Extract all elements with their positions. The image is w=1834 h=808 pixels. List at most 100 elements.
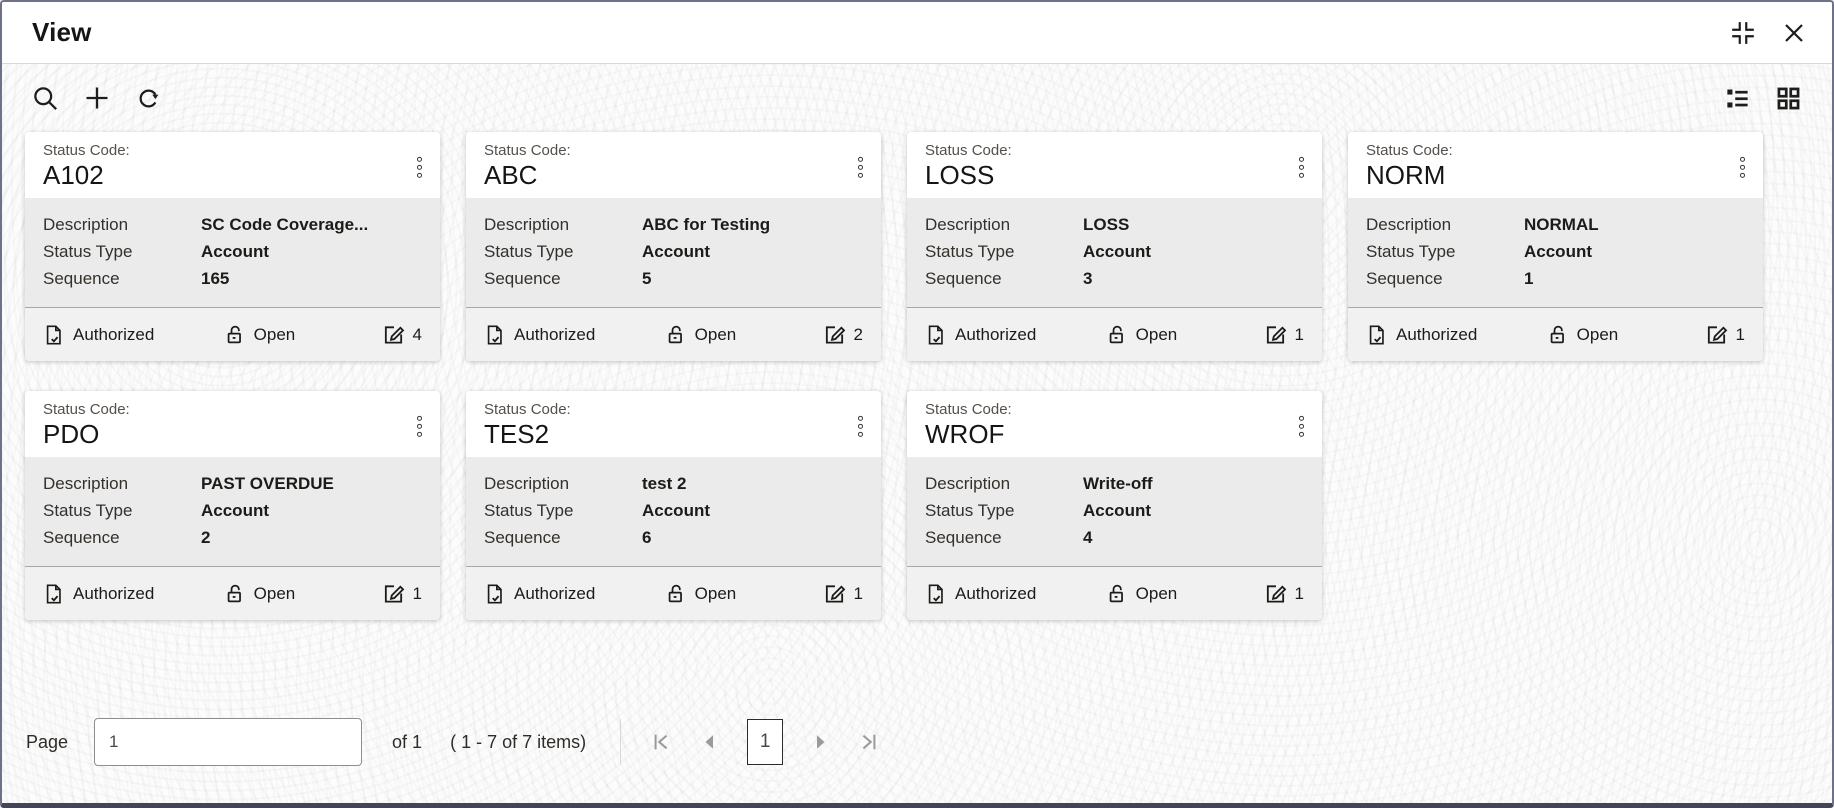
add-icon[interactable]	[83, 84, 111, 112]
refresh-icon[interactable]	[135, 85, 162, 112]
sequence-label: Sequence	[43, 528, 120, 547]
description-label: Description	[925, 474, 1011, 493]
open-lock-icon	[1106, 583, 1128, 605]
page-of-text: of 1	[392, 731, 423, 752]
authorized-label: Authorized	[514, 324, 596, 344]
status-type-value: Account	[1083, 242, 1151, 261]
search-icon[interactable]	[32, 85, 59, 112]
open-lock-icon	[224, 583, 246, 605]
status-code-value: ABC	[484, 160, 538, 190]
status-code-value: PDO	[43, 419, 100, 449]
edit-icon	[823, 323, 846, 346]
authorization-status: Authorized	[43, 583, 224, 605]
collapse-icon[interactable]	[1730, 20, 1756, 46]
status-code-label: Status Code:	[925, 401, 1012, 418]
modification-count: 1	[1705, 323, 1745, 346]
card-footer: Authorized Open	[25, 307, 440, 361]
open-label: Open	[694, 324, 737, 344]
open-label: Open	[253, 583, 296, 603]
status-code-label: Status Code:	[484, 401, 571, 418]
status-card: Status Code: PDO Description Status Type…	[25, 391, 440, 620]
modification-count: 1	[1264, 582, 1304, 605]
description-value: NORMAL	[1524, 215, 1599, 234]
description-value: test 2	[642, 474, 687, 493]
kebab-menu-icon[interactable]	[1295, 412, 1308, 441]
edit-icon	[1264, 323, 1287, 346]
status-type-value: Account	[642, 501, 710, 520]
next-page-icon[interactable]	[811, 733, 829, 751]
authorized-doc-icon	[925, 324, 947, 346]
mod-count-value: 1	[1735, 324, 1746, 344]
previous-page-icon[interactable]	[701, 733, 719, 751]
kebab-menu-icon[interactable]	[1295, 153, 1308, 182]
titlebar: View	[2, 2, 1832, 64]
authorized-doc-icon	[484, 583, 506, 605]
description-label: Description	[925, 215, 1011, 234]
authorized-label: Authorized	[955, 324, 1037, 344]
sequence-value: 4	[1083, 528, 1093, 547]
authorized-label: Authorized	[514, 583, 596, 603]
description-label: Description	[43, 474, 129, 493]
grid-view-icon[interactable]	[1775, 85, 1802, 112]
status-card: Status Code: NORM Description Status Typ…	[1348, 132, 1763, 361]
open-label: Open	[1135, 324, 1178, 344]
description-label: Description	[1366, 215, 1452, 234]
status-card: Status Code: TES2 Description Status Typ…	[466, 391, 881, 620]
description-value: PAST OVERDUE	[201, 474, 334, 493]
authorized-doc-icon	[484, 324, 506, 346]
card-footer: Authorized Open	[466, 566, 881, 620]
mod-count-value: 1	[853, 583, 864, 603]
record-status: Open	[224, 324, 382, 346]
close-icon[interactable]	[1782, 21, 1806, 45]
record-status: Open	[665, 324, 823, 346]
mod-count-value: 4	[412, 324, 423, 344]
page-input[interactable]	[94, 718, 363, 766]
card-body: Description Status Type Sequence NORMAL …	[1348, 198, 1763, 307]
status-type-value: Account	[1524, 242, 1592, 261]
description-label: Description	[43, 215, 129, 234]
open-label: Open	[253, 324, 296, 344]
status-type-value: Account	[1083, 501, 1151, 520]
toolbar	[2, 64, 1832, 118]
mod-count-value: 1	[1294, 583, 1305, 603]
last-page-icon[interactable]	[857, 731, 879, 753]
status-code-label: Status Code:	[925, 142, 1012, 159]
edit-icon	[1705, 323, 1728, 346]
authorized-label: Authorized	[73, 583, 155, 603]
description-value: LOSS	[1083, 215, 1130, 234]
items-range-text: ( 1 - 7 of 7 items)	[450, 731, 587, 752]
pagination-divider	[620, 719, 622, 765]
authorized-label: Authorized	[1396, 324, 1478, 344]
kebab-menu-icon[interactable]	[413, 412, 426, 441]
sequence-value: 1	[1524, 269, 1534, 288]
open-lock-icon	[224, 324, 246, 346]
open-lock-icon	[665, 324, 687, 346]
list-view-icon[interactable]	[1724, 85, 1751, 112]
status-type-value: Account	[201, 501, 269, 520]
kebab-menu-icon[interactable]	[1736, 153, 1749, 182]
kebab-menu-icon[interactable]	[854, 153, 867, 182]
card-body: Description Status Type Sequence ABC for…	[466, 198, 881, 307]
sequence-value: 2	[201, 528, 211, 547]
modification-count: 2	[823, 323, 863, 346]
description-value: SC Code Coverage...	[201, 215, 369, 234]
open-label: Open	[694, 583, 737, 603]
authorization-status: Authorized	[925, 583, 1106, 605]
status-type-label: Status Type	[484, 242, 574, 261]
open-lock-icon	[1547, 324, 1569, 346]
open-lock-icon	[1106, 324, 1128, 346]
card-body: Description Status Type Sequence test 2 …	[466, 457, 881, 566]
first-page-icon[interactable]	[651, 731, 673, 753]
authorized-doc-icon	[1366, 324, 1388, 346]
kebab-menu-icon[interactable]	[854, 412, 867, 441]
status-card: Status Code: ABC Description Status Type…	[466, 132, 881, 361]
record-status: Open	[665, 583, 823, 605]
status-type-label: Status Type	[43, 242, 133, 261]
edit-icon	[823, 582, 846, 605]
sequence-value: 165	[201, 269, 230, 288]
card-footer: Authorized Open	[907, 307, 1322, 361]
current-page-indicator[interactable]: 1	[747, 719, 784, 765]
open-lock-icon	[665, 583, 687, 605]
status-type-value: Account	[642, 242, 710, 261]
kebab-menu-icon[interactable]	[413, 153, 426, 182]
